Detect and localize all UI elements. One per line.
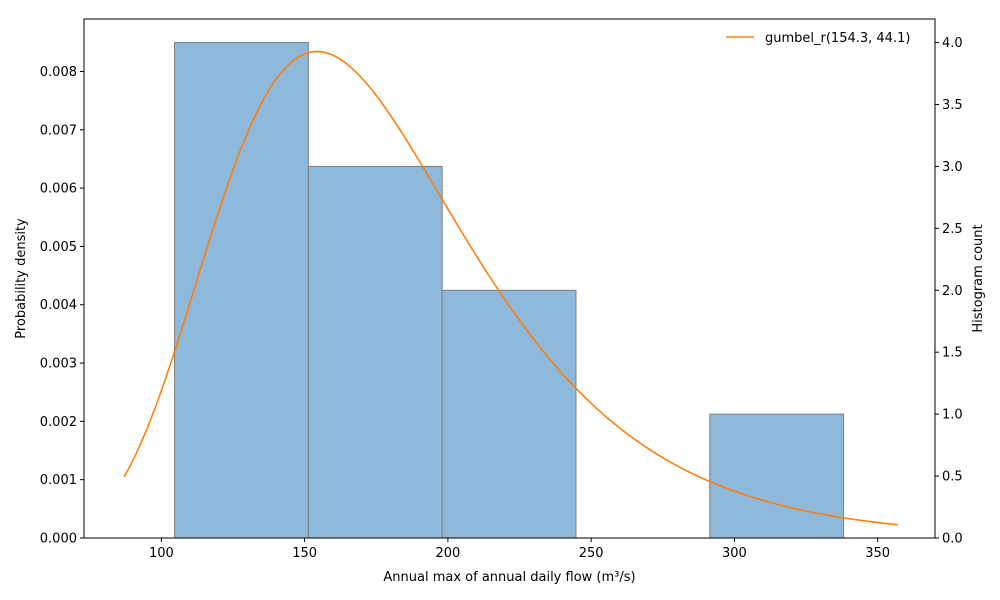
- y-right-axis-ticks: 0.0 0.5 1.0 1.5 2.0 2.5 3.0 3.5 4.0: [935, 36, 963, 547]
- legend: gumbel_r(154.3, 44.1): [726, 31, 910, 46]
- y-left-axis-ticks: 0.000 0.001 0.002 0.003 0.004 0.005 0.006 0.007…: [40, 65, 84, 547]
- histogram-bar: [709, 413, 845, 539]
- x-tick-label: 200: [435, 546, 460, 561]
- y-right-axis-label: Histogram count: [971, 224, 986, 332]
- y-left-tick-label: 0.000: [40, 532, 77, 547]
- y-right-tick-label: 4.0: [942, 36, 963, 51]
- histogram-bar: [307, 165, 443, 539]
- y-left-tick-label: 0.002: [40, 415, 77, 430]
- y-left-tick-label: 0.003: [40, 357, 77, 372]
- y-right-tick-label: 0.0: [942, 532, 963, 547]
- x-tick-label: 100: [149, 546, 174, 561]
- x-tick-label: 300: [722, 546, 747, 561]
- y-left-tick-label: 0.005: [40, 240, 77, 255]
- legend-label: gumbel_r(154.3, 44.1): [765, 31, 910, 46]
- axes-frame: [83, 18, 936, 539]
- y-left-tick-label: 0.001: [40, 473, 77, 488]
- histogram-bars: [174, 42, 845, 539]
- y-left-tick-label: 0.004: [40, 298, 77, 313]
- x-tick-label: 250: [579, 546, 604, 561]
- histogram-bar: [441, 289, 577, 539]
- y-left-axis-label: Probability density: [14, 218, 29, 339]
- x-axis-ticks: 100 150 200 250 300 350: [149, 538, 890, 561]
- y-left-tick-label: 0.008: [40, 65, 77, 80]
- y-left-tick-label: 0.007: [40, 123, 77, 138]
- histogram-bar: [174, 42, 309, 539]
- x-axis-label: Annual max of annual daily flow (m³/s): [383, 570, 635, 585]
- y-right-tick-label: 3.0: [942, 160, 963, 175]
- y-right-tick-label: 1.5: [942, 346, 963, 361]
- y-right-tick-label: 2.0: [942, 284, 963, 299]
- x-tick-label: 150: [292, 546, 317, 561]
- y-right-tick-label: 0.5: [942, 470, 963, 485]
- x-tick-label: 350: [865, 546, 890, 561]
- y-right-tick-label: 3.5: [942, 98, 963, 113]
- y-right-tick-label: 1.0: [942, 408, 963, 423]
- fit-curve: [123, 50, 898, 526]
- y-left-tick-label: 0.006: [40, 182, 77, 197]
- y-right-tick-label: 2.5: [942, 222, 963, 237]
